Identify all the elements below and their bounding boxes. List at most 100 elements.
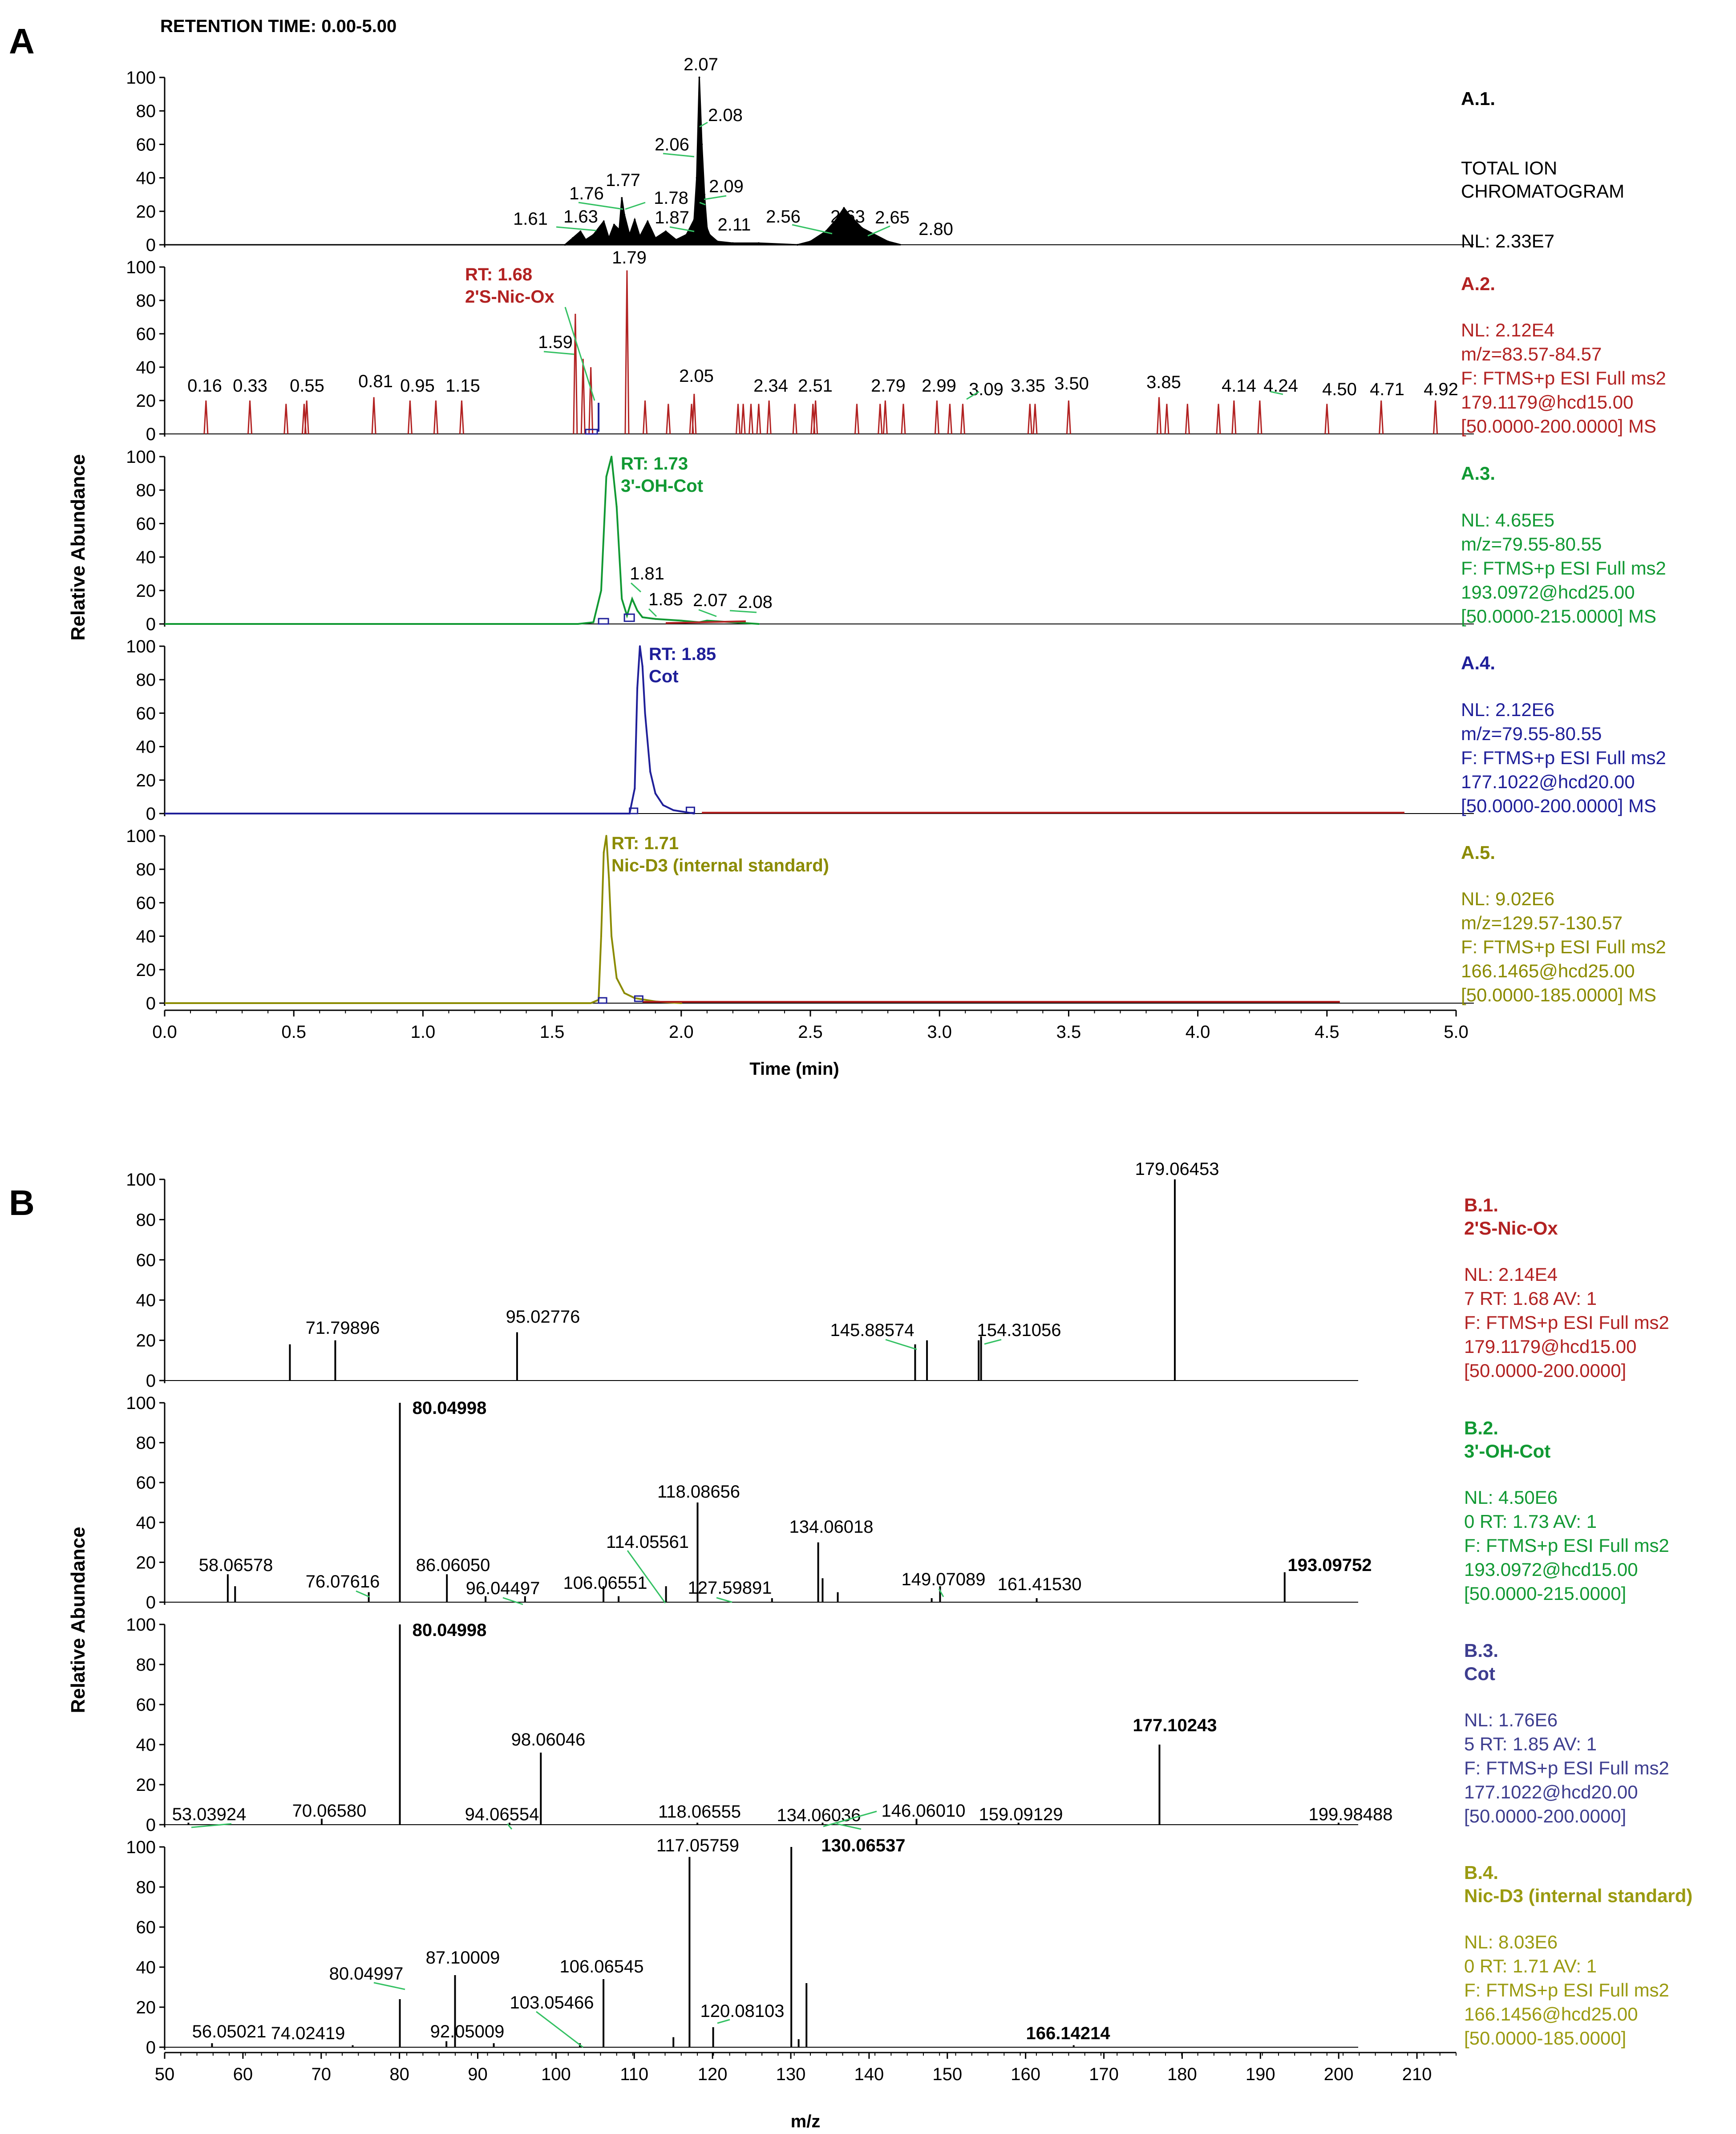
data-point (615, 977, 618, 979)
y-tick-label: 40 (136, 1735, 156, 1755)
data-point (704, 194, 706, 196)
info-line: F: FTMS+p ESI Full ms2 (1461, 558, 1666, 579)
x-tick-label: 0.5 (281, 1022, 306, 1042)
data-point (639, 235, 641, 238)
x-tick-label: 3.5 (1056, 1022, 1081, 1042)
callout-line (823, 1810, 877, 1827)
peak-label: 0.16 (187, 376, 222, 396)
peak-label: 2.99 (922, 376, 956, 396)
callout-line (536, 2011, 583, 2048)
data-point (605, 476, 607, 478)
spike (203, 400, 209, 434)
x-tick-label: 70 (312, 2065, 332, 2084)
spike (580, 359, 586, 434)
data-point (887, 240, 889, 243)
spike (1231, 400, 1237, 434)
y-tick-label: 80 (136, 1655, 156, 1675)
info-line: NL: 4.50E6 (1464, 1487, 1558, 1508)
callout-line (578, 202, 623, 210)
spike (741, 404, 746, 434)
peak-label: 2.06 (655, 135, 689, 154)
peak-label: 4.71 (1370, 380, 1404, 399)
peak-label: 98.06046 (511, 1730, 586, 1749)
info-name: Cot (1464, 1663, 1495, 1684)
y-axis-b3: 0 20 40 60 80 100 (126, 1615, 1358, 1835)
info-name: 3'-OH-Cot (1464, 1441, 1550, 1462)
data-point (732, 242, 734, 244)
y-tick-label: 60 (136, 893, 156, 913)
spike (666, 404, 671, 434)
data-point (577, 623, 579, 625)
peak-label: 2.07 (693, 591, 728, 610)
info-line: m/z=129.57-130.57 (1461, 912, 1623, 933)
peak-label: 0.55 (290, 376, 324, 396)
peak-label: 161.41530 (997, 1575, 1081, 1594)
data-point (603, 220, 605, 223)
data-point (861, 227, 863, 229)
callout-line (191, 1823, 232, 1828)
info-line: m/z=83.57-84.57 (1461, 344, 1602, 364)
x-tick-label: 180 (1167, 2065, 1197, 2084)
peak-label: 149.07089 (901, 1570, 985, 1589)
peak-label: 4.92 (1424, 380, 1458, 399)
info-line: 0 RT: 1.73 AV: 1 (1464, 1511, 1597, 1532)
peak-label: 2.11 (718, 215, 751, 235)
peak-label: 2.51 (798, 376, 833, 396)
spike (960, 404, 965, 434)
trace-A.4: RT: 1.85 Cot A.4. NL: 2.12E6 m/z=79.55-80.55… (165, 644, 1666, 816)
peak-label: 80.04997 (329, 1964, 404, 1984)
data-point (613, 223, 615, 226)
y-tick-label: 40 (136, 737, 156, 757)
spike (459, 400, 464, 434)
peak-label: 1.61 (513, 209, 548, 229)
data-point (649, 771, 652, 773)
info-id: A.4. (1461, 652, 1495, 673)
spike (1027, 404, 1032, 434)
data-point (564, 244, 566, 246)
callout-line (984, 1339, 1002, 1345)
info-id: B.2. (1464, 1417, 1498, 1438)
peak-label: 3.35 (1011, 376, 1045, 396)
info-line: F: FTMS+p ESI Full ms2 (1464, 1980, 1669, 2000)
spike (1164, 404, 1169, 434)
y-tick-label: 40 (136, 169, 156, 188)
callout-line (502, 1597, 523, 1605)
data-point (680, 620, 682, 622)
spike (1032, 404, 1038, 434)
peak-label: 177.10243 (1133, 1716, 1217, 1735)
y-tick-label: 80 (136, 860, 156, 879)
x-tick-label: 200 (1324, 2065, 1354, 2084)
peak-label: 118.08656 (657, 1482, 740, 1502)
spike (1433, 400, 1438, 434)
spectrum-B.3: 80.04998 98.06046 177.10243 53.03924 70.0658… (172, 1620, 1669, 1830)
data-point (621, 598, 623, 600)
peak-label: 1.15 (445, 376, 480, 396)
data-point (685, 234, 688, 236)
y-axis-b1: 0 20 40 60 80 100 (126, 1170, 1358, 1391)
info-line: NL: 9.02E6 (1461, 888, 1554, 909)
data-point (698, 77, 700, 78)
info-line: [50.0000-185.0000] (1464, 2028, 1626, 2049)
callout-line (938, 1588, 944, 1597)
data-point (706, 227, 708, 229)
trace-A.2: RT: 1.68 2'S-Nic-Ox 1.79 1.59 0.16 0.33 0.55 0.… (187, 248, 1666, 437)
info-line: NL: 8.03E6 (1464, 1932, 1558, 1952)
data-point (592, 234, 595, 236)
info-line: [50.0000-200.0000] (1464, 1806, 1626, 1826)
y-tick-label: 100 (126, 1838, 156, 1857)
info-line: NL: 4.65E5 (1461, 510, 1554, 530)
info-line: F: FTMS+p ESI Full ms2 (1461, 936, 1666, 957)
baseline-marker (585, 429, 598, 435)
trace-A.1: 2.07 2.08 2.06 1.761.77 1.78 2.09 1.61 1.63 1.87… (165, 55, 1624, 251)
spike (901, 404, 906, 434)
info-line: [50.0000-185.0000] MS (1461, 984, 1656, 1005)
peak-label: 0.81 (358, 372, 393, 391)
callout-line (699, 121, 708, 128)
peak-label: 159.09129 (979, 1805, 1063, 1824)
data-point (590, 1002, 592, 1004)
data-point (623, 214, 626, 216)
data-point (626, 615, 628, 617)
y-axis-a4: 0 20 40 60 80 100 (126, 637, 1474, 824)
data-point (716, 240, 719, 243)
data-point (600, 589, 602, 591)
